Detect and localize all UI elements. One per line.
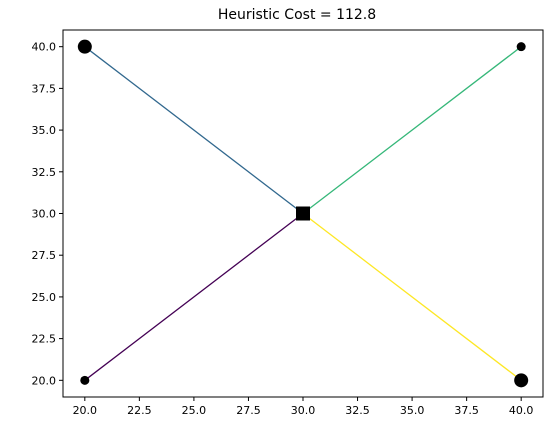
y-tick-label-3: 27.5 (32, 249, 57, 262)
y-axis: 20.0 22.5 25.0 27.5 30.0 32.5 35.0 37.5 40.0 (32, 41, 63, 387)
y-tick-label-6: 35.0 (32, 124, 57, 137)
edge-line-2 (302, 46, 522, 215)
chart-title: Heuristic Cost = 112.8 (218, 7, 376, 23)
x-tick-label-7: 37.5 (454, 404, 479, 417)
x-tick-label-4: 30.0 (291, 404, 316, 417)
x-tick-label-6: 35.0 (400, 404, 425, 417)
data-point-2 (80, 375, 90, 385)
plot-frame (62, 29, 544, 398)
edge-layer (84, 46, 522, 381)
x-tick-label-8: 40.0 (509, 404, 534, 417)
x-axis: 20.0 22.5 25.0 27.5 30.0 32.5 35.0 37.5 40.0 (73, 397, 534, 417)
data-point-3 (514, 373, 529, 388)
center-marker (296, 206, 310, 221)
y-tick-label-0: 20.0 (32, 374, 57, 387)
edge-line-3 (302, 212, 522, 381)
y-tick-label-5: 32.5 (32, 166, 57, 179)
x-tick-label-1: 22.5 (127, 404, 152, 417)
y-tick-label-2: 25.0 (32, 291, 57, 304)
edge-line-0 (84, 212, 304, 381)
x-tick-label-3: 27.5 (236, 404, 261, 417)
point-layer (77, 39, 529, 388)
x-tick-label-5: 32.5 (345, 404, 370, 417)
y-tick-label-4: 30.0 (32, 208, 57, 221)
y-tick-label-7: 37.5 (32, 82, 57, 95)
x-tick-label-0: 20.0 (73, 404, 98, 417)
x-tick-label-2: 25.0 (182, 404, 207, 417)
y-tick-label-1: 22.5 (32, 333, 57, 346)
data-point-1 (516, 42, 526, 52)
data-point-0 (77, 39, 92, 54)
y-tick-label-8: 40.0 (32, 41, 57, 54)
edge-line-1 (84, 46, 304, 215)
